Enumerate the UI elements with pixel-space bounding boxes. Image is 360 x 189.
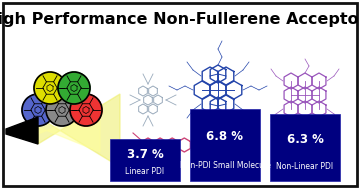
Circle shape (34, 72, 66, 104)
Bar (190, 109, 260, 181)
Polygon shape (6, 117, 38, 144)
Circle shape (22, 94, 54, 126)
Text: 6.3 %: 6.3 % (287, 133, 323, 146)
Circle shape (58, 72, 90, 104)
Bar (110, 139, 180, 181)
Polygon shape (38, 94, 120, 167)
Text: 6.8 %: 6.8 % (207, 130, 243, 143)
Polygon shape (38, 109, 100, 152)
Text: Non-PDI Small Molecule: Non-PDI Small Molecule (180, 161, 270, 170)
Circle shape (46, 94, 78, 126)
Text: Linear PDI: Linear PDI (125, 167, 165, 176)
Text: High Performance Non-Fullerene Acceptors: High Performance Non-Fullerene Acceptors (0, 12, 360, 27)
Circle shape (70, 94, 102, 126)
Text: 3.7 %: 3.7 % (127, 149, 163, 161)
Text: Non-Linear PDI: Non-Linear PDI (276, 162, 334, 171)
Bar (270, 114, 340, 181)
